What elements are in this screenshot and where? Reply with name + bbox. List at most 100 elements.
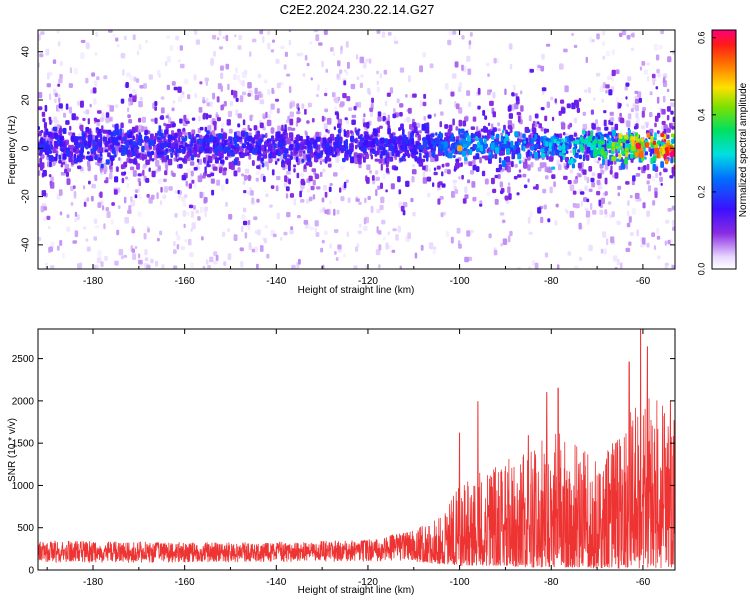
spectrogram-cell	[399, 103, 404, 108]
spectrogram-cell	[337, 137, 341, 143]
spectrogram-cell	[467, 256, 473, 262]
spectrogram-cell	[43, 206, 48, 211]
spectrogram-cell	[366, 177, 370, 184]
spectrogram-cell	[354, 139, 357, 144]
spectrogram-cell	[549, 186, 553, 194]
spectrogram-cell	[437, 198, 441, 205]
spectrogram-cell	[357, 157, 360, 162]
spectrogram-cell	[160, 142, 165, 150]
spectrogram-cell	[288, 30, 292, 33]
spectrogram-cell	[546, 101, 550, 108]
spectrogram-cell	[639, 66, 643, 71]
spectrogram-cell	[309, 148, 313, 154]
spectrogram-cell	[444, 124, 449, 129]
spectrogram-cell	[273, 143, 277, 149]
spectrogram-cell	[290, 226, 294, 231]
spectrogram-cell	[145, 159, 150, 165]
spectrogram-cell	[56, 30, 60, 34]
spectrogram-cell	[73, 191, 77, 197]
spectrogram-cell	[439, 98, 442, 105]
spectrogram-cell	[190, 161, 195, 166]
spectrogram-cell	[447, 169, 451, 175]
snr-y-tick-label: 0	[28, 566, 34, 577]
spectrogram-cell	[651, 232, 656, 237]
spectrogram-cell	[632, 103, 636, 110]
spectrogram-cell	[228, 149, 232, 154]
spectrogram-cell	[660, 133, 665, 137]
spectrogram-cell	[128, 205, 132, 211]
spectrogram-cell	[270, 135, 275, 140]
spectrogram-cell	[195, 209, 200, 214]
spectrogram-cell	[72, 240, 78, 244]
spectrogram-cell	[174, 190, 179, 194]
spectrogram-cell	[368, 58, 372, 64]
spectrogram-cell	[343, 253, 346, 258]
spectrogram-cell	[523, 140, 527, 144]
spectrogram-cell	[57, 41, 61, 47]
spectrogram-cell	[86, 151, 90, 155]
spectrogram-cell	[433, 167, 437, 171]
spectrogram-cell	[168, 148, 173, 152]
spectrogram-frame	[37, 29, 676, 270]
spectrogram-cell	[58, 103, 63, 109]
spectrogram-cell	[47, 131, 52, 138]
spectrogram-cell	[270, 49, 275, 53]
spectrogram-cell	[598, 157, 601, 161]
spectrogram-cell	[227, 253, 232, 261]
spectrogram-cell	[266, 253, 270, 259]
spectrogram-cell	[434, 154, 439, 162]
spectrogram-cell	[168, 116, 172, 124]
spectrogram-cell	[244, 148, 248, 153]
spectrogram-cell	[517, 138, 520, 142]
spectrogram-cell	[545, 141, 549, 147]
spectrogram-cell	[657, 73, 662, 78]
spectrogram-cell	[418, 136, 421, 141]
spectrogram-cell	[323, 123, 328, 130]
spectrogram-cell	[379, 154, 383, 159]
spectrogram-cell	[47, 72, 50, 80]
spectrogram-cell	[574, 139, 580, 145]
spectrogram-cell	[129, 93, 133, 98]
spectrogram-cell	[371, 150, 377, 154]
spectrogram-cell	[220, 159, 225, 164]
spectrogram-peak	[654, 147, 660, 154]
spectrogram-cell	[494, 152, 498, 159]
spectrogram-cell	[472, 196, 477, 202]
spectrogram-cell	[489, 100, 494, 106]
spectrogram-cell	[115, 136, 119, 143]
spectrogram-cell	[135, 153, 140, 159]
spectrogram-cell	[643, 165, 647, 171]
spectrogram-cell	[80, 39, 86, 43]
spectrogram-cell	[363, 225, 368, 231]
spectrogram-cell	[371, 97, 374, 104]
spectrogram-cell	[584, 89, 588, 93]
spectrogram-cell	[630, 33, 635, 37]
spectrogram-cell	[116, 229, 120, 236]
snr-x-tick-label: -180	[83, 577, 103, 588]
spectrogram-cell	[666, 128, 671, 133]
spectrogram-cell	[175, 148, 181, 153]
spectrogram-cell	[199, 191, 203, 199]
spectrogram-cell	[627, 113, 632, 120]
spectrogram-cell	[227, 83, 230, 91]
spectrogram-cell	[138, 117, 142, 123]
spectrogram-cell	[302, 150, 306, 154]
spectrogram-cell	[93, 218, 98, 224]
spectrogram-cell	[48, 246, 54, 252]
spectrogram-cell	[356, 54, 359, 60]
spectrogram-cell	[188, 134, 192, 140]
spectrogram-cell	[308, 161, 313, 167]
spectrogram-cell	[103, 75, 108, 80]
spectrogram-cell	[167, 124, 172, 129]
spectrogram-cell	[366, 121, 370, 129]
spectrogram-cell	[308, 175, 313, 182]
spectrogram-cell	[129, 166, 135, 171]
spectrogram-cell	[479, 200, 483, 205]
spectrogram-cell	[154, 117, 158, 124]
spectrogram-cell	[358, 223, 362, 228]
spectrogram-cell	[88, 180, 91, 185]
spectrogram-cell	[384, 138, 389, 144]
spectrogram-cell	[378, 244, 382, 251]
spectrogram-cell	[137, 211, 142, 217]
spectrogram-cell	[307, 149, 310, 154]
